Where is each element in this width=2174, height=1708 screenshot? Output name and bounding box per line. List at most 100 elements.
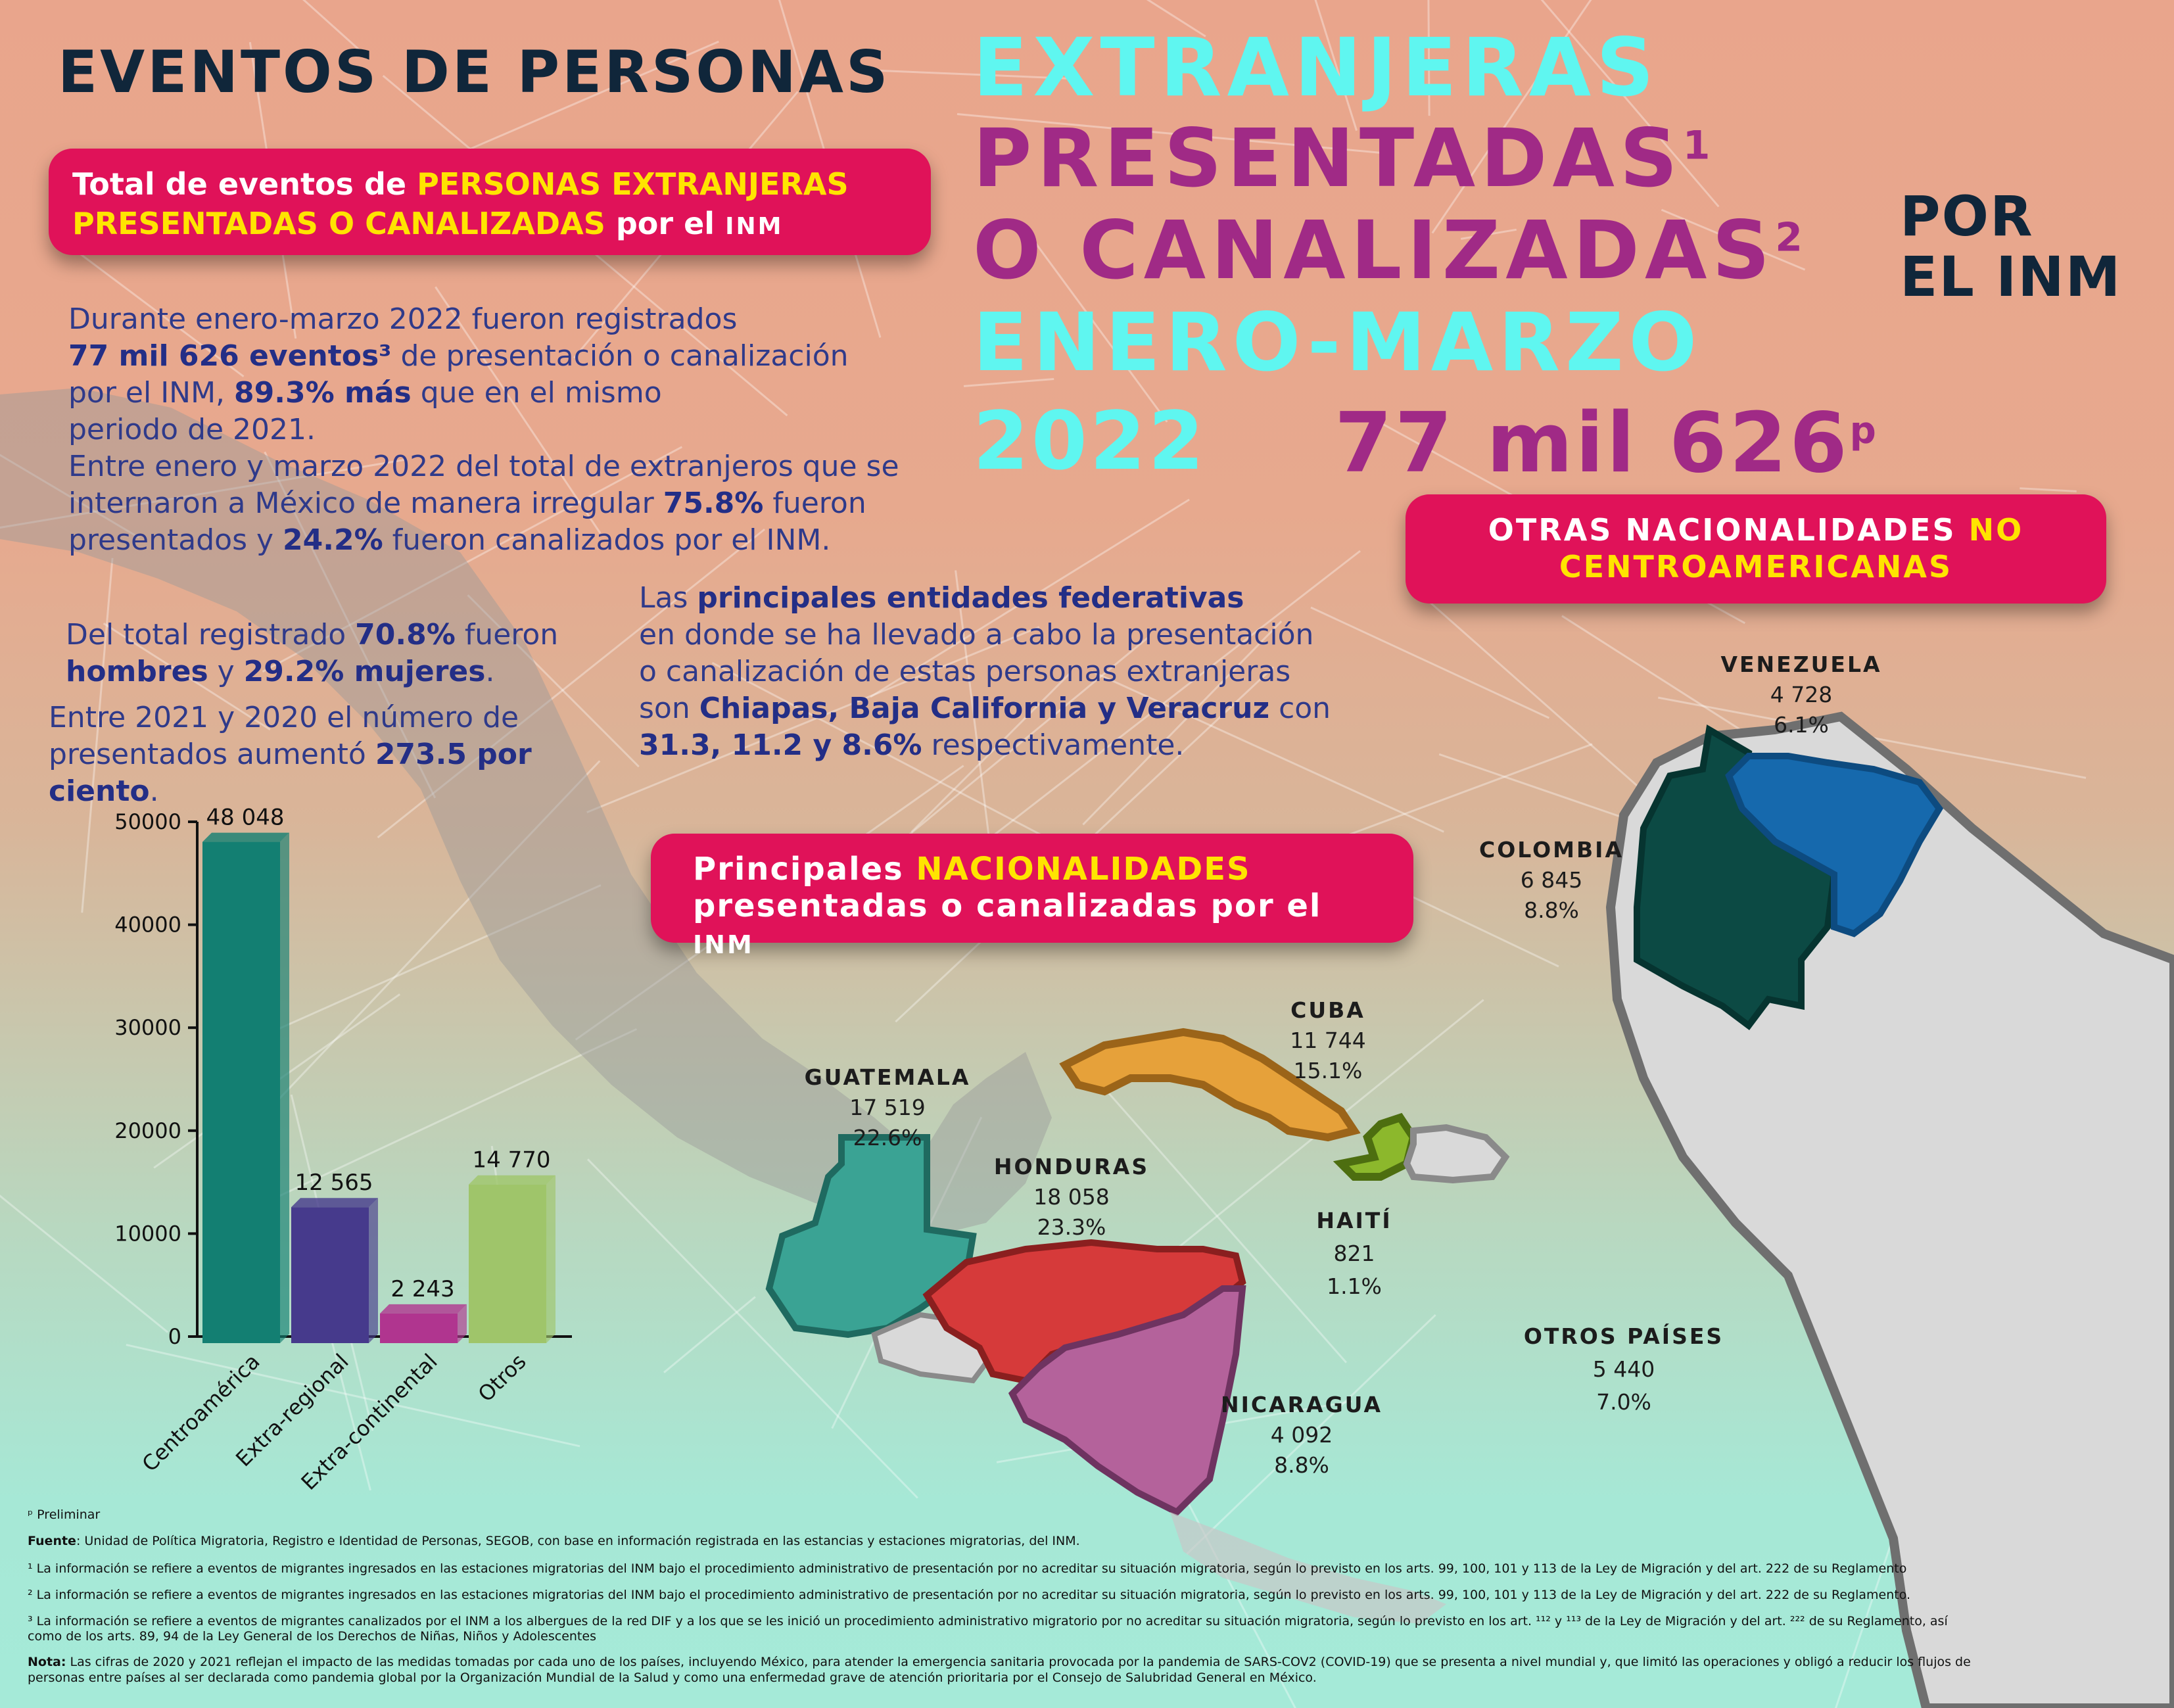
header-line1-cyan: EXTRANJERAS: [973, 21, 1660, 114]
growth-line1: Entre 2021 y 2020 el número de: [49, 701, 519, 734]
chart-y-tick-label: 0: [168, 1324, 181, 1349]
header-el-inm: EL INM: [1900, 245, 2122, 309]
label-guatemala: GUATEMALA 17 519 22.6%: [756, 1062, 1019, 1153]
chart-bar-side: [280, 832, 289, 1343]
footnote-1: ¹ La información se refiere a eventos de…: [28, 1561, 1907, 1576]
decor-line: [663, 1296, 756, 1373]
mexico-shape: [0, 388, 1052, 1236]
header-line3: O CANALIZADAS2: [973, 204, 1808, 297]
chart-bar-extra-regional: [291, 1207, 369, 1343]
decor-line: [1343, 743, 1593, 838]
intro-line7-start: presentados y: [68, 523, 283, 557]
intro-events: 77 mil 626 eventos³: [68, 339, 392, 373]
pill-nac-part2: NACIONALIDADES: [916, 851, 1251, 888]
intro-text: Durante enero-marzo 2022 fueron registra…: [68, 301, 949, 559]
gender-men: hombres: [66, 655, 208, 688]
chart-y-tick-label: 10000: [114, 1221, 181, 1246]
colombia-pct: 8.8%: [1524, 897, 1579, 923]
decor-line: [991, 550, 1361, 838]
decor-line: [871, 69, 1074, 80]
guatemala-shape: [765, 1134, 977, 1339]
header-line1-dark: EVENTOS DE PERSONAS: [58, 38, 891, 106]
decor-line: [586, 1158, 918, 1499]
decor-line: [910, 673, 1071, 833]
chart-bar-side: [369, 1198, 378, 1343]
pill-nac-part4: INM: [693, 930, 754, 959]
intro-line6-start: internaron a México de manera irregular: [68, 486, 663, 520]
honduras-value: 18 058: [1033, 1184, 1110, 1210]
pill-principales-nacionalidades: Principales NACIONALIDADES presentadas o…: [651, 834, 1413, 959]
decor-line: [1081, 1062, 1348, 1364]
haiti-shape: [1333, 1112, 1418, 1181]
entidades-son: son: [639, 692, 699, 725]
decor-line: [103, 622, 271, 731]
footnote-fuente-text: : Unidad de Política Migratoria, Registr…: [76, 1534, 1080, 1548]
chart-y-tick-label: 20000: [114, 1118, 181, 1143]
intro-line6: internaron a México de manera irregular …: [68, 485, 949, 522]
gender-start: Del total registrado: [66, 618, 356, 652]
pill-total-line1: Total de eventos de PERSONAS EXTRANJERAS: [72, 164, 907, 204]
gender-women: 29.2% mujeres: [243, 655, 486, 688]
header-total-value: 77 mil 626: [1335, 394, 1850, 491]
growth-period: .: [149, 774, 159, 808]
pill-total-part3: PRESENTADAS O CANALIZADAS: [72, 206, 605, 241]
pill-nac-line2: presentadas o canalizadas por el INM: [693, 888, 1371, 963]
venezuela-pct: 6.1%: [1774, 712, 1829, 738]
intro-line2-rest: de presentación o canalización: [391, 339, 849, 373]
decor-line: [126, 1344, 580, 1448]
entidades-line1: Las principales entidades federativas: [639, 580, 1402, 617]
otros-paises-name: OTROS PAÍSES: [1523, 1323, 1724, 1349]
gender-and: y: [208, 655, 244, 688]
decor-line: [586, 626, 1040, 814]
decor-line: [1091, 670, 1444, 833]
decor-line: [377, 528, 765, 839]
footnote-preliminar: ᵖ Preliminar: [28, 1507, 101, 1522]
decor-line: [1661, 208, 1806, 271]
entidades-line3: o canalización de estas personas extranj…: [639, 655, 1291, 688]
haiti-pct: 1.1%: [1327, 1273, 1382, 1299]
chart-value-label: 14 770: [473, 1147, 551, 1174]
decor-line: [963, 377, 1054, 387]
footnote-nota: Nota: Las cifras de 2020 y 2021 reflejan…: [28, 1654, 1971, 1670]
chart-bar-top: [202, 832, 289, 842]
haiti-value: 821: [1333, 1241, 1375, 1266]
footnote-3a: ³ La información se refiere a eventos de…: [28, 1614, 1948, 1628]
growth-pct: 273.5 por: [375, 738, 532, 771]
pill-total-part5: INM: [725, 213, 784, 240]
pill-total-events: Total de eventos de PERSONAS EXTRANJERAS…: [49, 149, 931, 255]
decor-line: [2020, 487, 2077, 492]
pill-otras-line1: OTRAS NACIONALIDADES NO: [1406, 511, 2106, 548]
growth-line3: ciento.: [49, 773, 588, 810]
chart-y-tick-label: 40000: [114, 913, 181, 937]
pill-nac-line1: Principales NACIONALIDADES: [693, 851, 1371, 888]
chart-value-label: 2 243: [390, 1276, 454, 1302]
intro-line7-rest: fueron canalizados por el INM.: [383, 523, 831, 557]
decor-line: [81, 557, 114, 913]
haiti-name: HAITÍ: [1316, 1208, 1392, 1233]
colombia-value: 6 845: [1520, 867, 1583, 893]
colombia-shape: [1634, 724, 1838, 1030]
pill-nac-part3: presentadas o canalizadas por el: [693, 888, 1322, 924]
decor-line: [262, 446, 683, 673]
entidades-states: Chiapas, Baja California y Veracruz: [699, 692, 1270, 725]
footnote-nota-label: Nota:: [28, 1655, 66, 1669]
intro-line3-rest: que en el mismo: [411, 376, 662, 410]
decor-line: [1417, 591, 1650, 797]
intro-line6-rest: fueron: [763, 486, 866, 520]
chart-category-label: Otros: [473, 1349, 531, 1407]
header-total-sup: p: [1849, 410, 1879, 452]
entidades-con: con: [1269, 692, 1331, 725]
label-otros-paises: OTROS PAÍSES 5 440 7.0%: [1486, 1320, 1762, 1419]
dominican-shape: [1403, 1124, 1510, 1184]
intro-line7: presentados y 24.2% fueron canalizados p…: [68, 522, 949, 559]
decor-line: [1431, 0, 1592, 234]
footnote-3b: como de los arts. 89, 94 de la Ley Gener…: [28, 1629, 596, 1644]
pill-otras-part1: OTRAS NACIONALIDADES: [1488, 512, 1969, 548]
decor-line: [1186, 1314, 1436, 1555]
nicaragua-value: 4 092: [1270, 1422, 1333, 1448]
venezuela-name: VENEZUELA: [1720, 652, 1882, 677]
decor-line: [264, 451, 437, 799]
cuba-name: CUBA: [1290, 997, 1365, 1023]
gender-line1: Del total registrado 70.8% fueron: [66, 617, 605, 653]
footnote-nota-a: Las cifras de 2020 y 2021 reflejan el im…: [66, 1655, 1971, 1669]
